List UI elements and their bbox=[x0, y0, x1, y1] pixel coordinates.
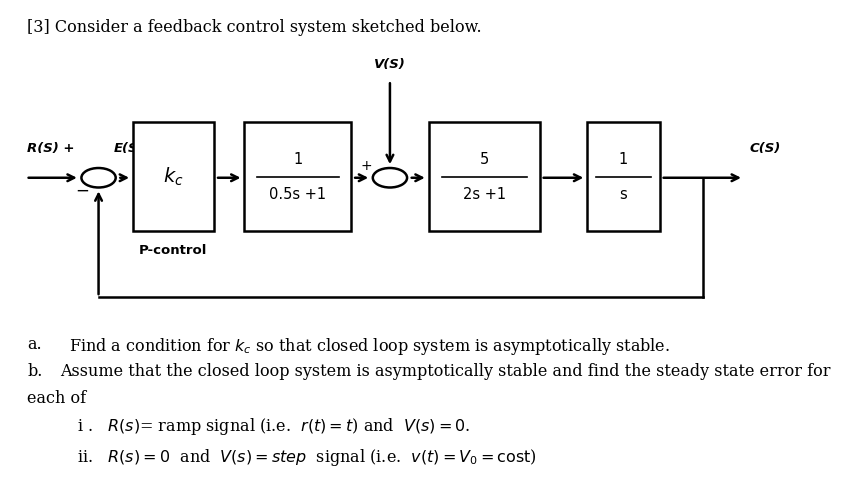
Bar bbox=[428, 122, 540, 231]
Text: 5: 5 bbox=[480, 151, 488, 167]
Text: each of: each of bbox=[27, 390, 87, 407]
Text: +: + bbox=[361, 159, 373, 172]
Text: $k_c$: $k_c$ bbox=[163, 166, 184, 187]
Text: Assume that the closed loop system is asymptotically stable and find the steady : Assume that the closed loop system is as… bbox=[60, 363, 830, 380]
Text: a.: a. bbox=[27, 336, 42, 353]
Text: 1: 1 bbox=[619, 151, 628, 167]
Text: C(S): C(S) bbox=[750, 142, 781, 155]
Text: V(S): V(S) bbox=[374, 57, 406, 71]
Text: ii.   $R(s)=0$  and  $V(s)=\mathit{step}$  signal (i.e.  $v(t)=V_0=\mathrm{cost}: ii. $R(s)=0$ and $V(s)=\mathit{step}$ si… bbox=[77, 447, 537, 468]
Text: [3] Consider a feedback control system sketched below.: [3] Consider a feedback control system s… bbox=[27, 19, 482, 37]
Bar bbox=[587, 122, 660, 231]
Text: b.: b. bbox=[27, 363, 43, 380]
Text: E(S): E(S) bbox=[114, 142, 145, 155]
Text: 2s +1: 2s +1 bbox=[463, 187, 506, 202]
Text: P-control: P-control bbox=[139, 244, 207, 258]
Circle shape bbox=[373, 168, 407, 187]
Text: s: s bbox=[620, 187, 627, 202]
Text: Find a condition for $k_c$ so that closed loop system is asymptotically stable.: Find a condition for $k_c$ so that close… bbox=[69, 336, 669, 357]
Bar bbox=[244, 122, 351, 231]
Text: −: − bbox=[75, 182, 89, 200]
Text: i .   $R(s)$= ramp signal (i.e.  $r(t)=t$) and  $V(s)=0$.: i . $R(s)$= ramp signal (i.e. $r(t)=t$) … bbox=[77, 416, 470, 437]
Bar bbox=[133, 122, 214, 231]
Text: R(S) +: R(S) + bbox=[27, 142, 75, 155]
Circle shape bbox=[81, 168, 116, 187]
Text: 0.5s +1: 0.5s +1 bbox=[269, 187, 327, 202]
Text: 1: 1 bbox=[293, 151, 303, 167]
